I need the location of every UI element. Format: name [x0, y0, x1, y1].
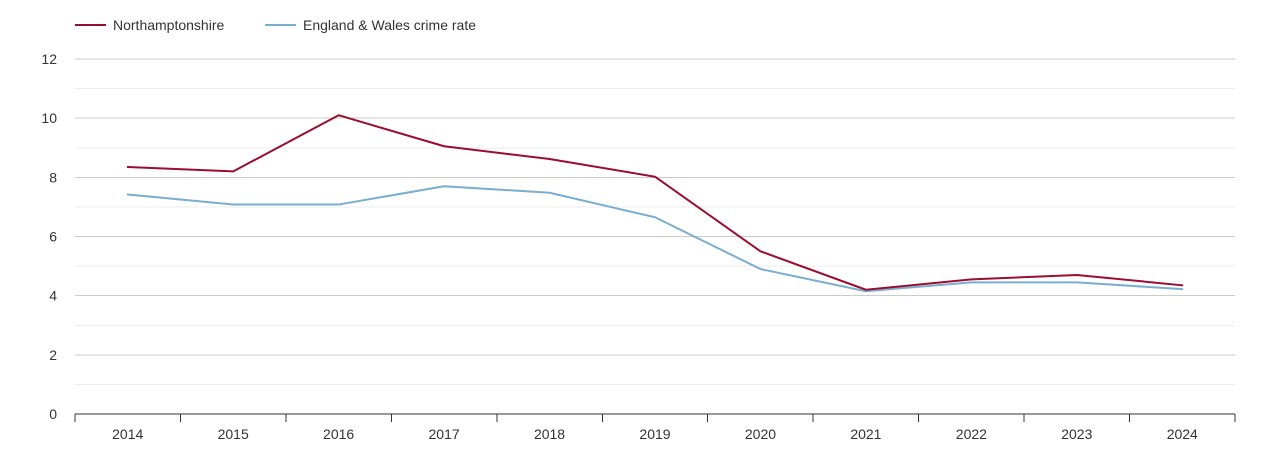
y-tick-label-10: 10 — [41, 110, 57, 126]
legend-label-england-wales: England & Wales crime rate — [303, 17, 476, 33]
y-tick-label-12: 12 — [41, 51, 57, 67]
y-tick-label-8: 8 — [49, 169, 57, 185]
x-tick-label-2020: 2020 — [745, 426, 776, 442]
x-tick-label-2021: 2021 — [850, 426, 881, 442]
x-tick-label-2023: 2023 — [1061, 426, 1092, 442]
x-tick-label-2014: 2014 — [112, 426, 143, 442]
series-line-northamptonshire — [126, 114, 1184, 291]
grid-lines — [75, 58, 1235, 385]
x-tick-label-2022: 2022 — [956, 426, 987, 442]
x-tick-label-2017: 2017 — [429, 426, 460, 442]
x-tick-label-2016: 2016 — [323, 426, 354, 442]
x-tick-label-2015: 2015 — [218, 426, 249, 442]
y-tick-label-0: 0 — [49, 406, 57, 422]
legend: Northamptonshire England & Wales crime r… — [75, 17, 476, 33]
axes: 0 2 4 6 8 10 12 2014 2015 2016 2017 2018 2019 2020 202… — [41, 51, 1236, 442]
x-tick-label-2024: 2024 — [1167, 426, 1198, 442]
y-tick-label-2: 2 — [49, 347, 57, 363]
y-tick-label-4: 4 — [49, 288, 57, 304]
legend-label-northamptonshire: Northamptonshire — [113, 17, 224, 33]
data-points — [127, 115, 1183, 292]
y-tick-label-6: 6 — [49, 229, 57, 245]
x-tick-label-2019: 2019 — [639, 426, 670, 442]
series-lines — [126, 114, 1184, 293]
series-line-england-wales-crime-rate — [126, 185, 1184, 293]
x-tick-label-2018: 2018 — [534, 426, 565, 442]
